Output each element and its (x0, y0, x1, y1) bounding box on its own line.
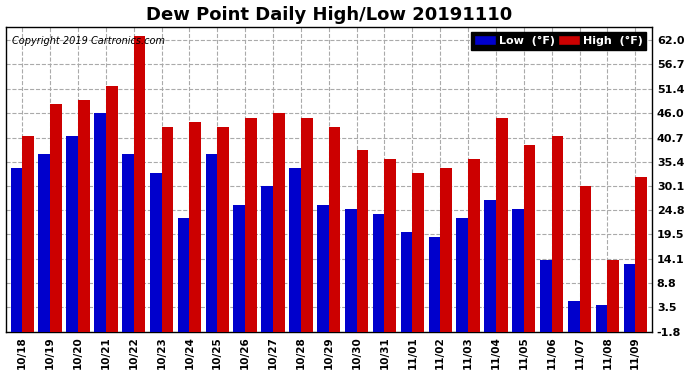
Bar (134, 36, 146, 332)
Bar (122, 154, 134, 332)
Text: Copyright 2019 Cartronics.com: Copyright 2019 Cartronics.com (12, 36, 165, 46)
Legend: Low  (°F), High  (°F): Low (°F), High (°F) (471, 32, 647, 50)
Bar (413, 173, 424, 332)
Bar (512, 209, 524, 332)
Bar (289, 168, 301, 332)
Bar (301, 118, 313, 332)
Bar (468, 159, 480, 332)
Bar (373, 214, 384, 332)
Bar (39, 154, 50, 332)
Bar (635, 177, 647, 332)
Bar (66, 136, 78, 332)
Bar (190, 123, 201, 332)
Bar (328, 127, 340, 332)
Bar (456, 218, 468, 332)
Bar (568, 301, 580, 332)
Bar (22, 136, 34, 332)
Bar (580, 186, 591, 332)
Bar (245, 118, 257, 332)
Bar (10, 168, 22, 332)
Bar (217, 127, 229, 332)
Bar (624, 264, 635, 332)
Bar (484, 200, 496, 332)
Bar (262, 186, 273, 332)
Bar (150, 173, 161, 332)
Bar (206, 154, 217, 332)
Bar (428, 237, 440, 332)
Bar (106, 86, 117, 332)
Bar (440, 168, 452, 332)
Bar (551, 136, 563, 332)
Bar (178, 218, 190, 332)
Title: Dew Point Daily High/Low 20191110: Dew Point Daily High/Low 20191110 (146, 6, 512, 24)
Bar (540, 260, 551, 332)
Bar (50, 104, 62, 332)
Bar (273, 113, 285, 332)
Bar (233, 205, 245, 332)
Bar (78, 100, 90, 332)
Bar (317, 205, 328, 332)
Bar (384, 159, 396, 332)
Bar (161, 127, 173, 332)
Bar (94, 113, 106, 332)
Bar (357, 150, 368, 332)
Bar (524, 145, 535, 332)
Bar (345, 209, 357, 332)
Bar (607, 260, 619, 332)
Bar (595, 305, 607, 332)
Bar (496, 118, 508, 332)
Bar (401, 232, 413, 332)
